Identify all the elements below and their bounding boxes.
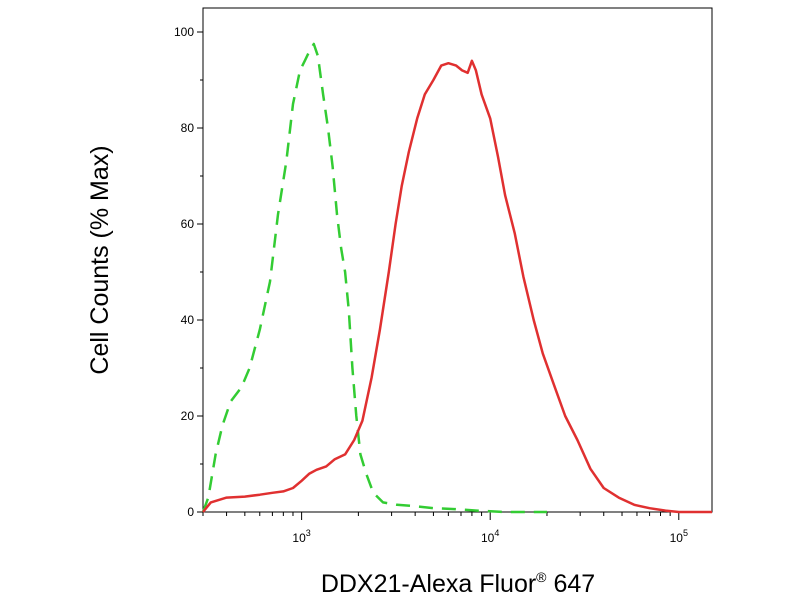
x-axis: 103 104 105 (202, 512, 688, 545)
y-tick-label-0: 0 (187, 505, 194, 519)
x-tick-label-exponent: 3 (306, 528, 311, 538)
x-axis-title-registered: ® (536, 569, 547, 585)
y-tick-label-2: 40 (181, 313, 195, 327)
series-line-1 (202, 59, 712, 514)
series-line-0 (201, 42, 547, 514)
x-tick-label-base: 10 (481, 531, 495, 545)
plot-frame (202, 7, 713, 513)
y-axis-title: Cell Counts (% Max) (86, 145, 114, 374)
x-tick-label-exponent: 5 (683, 528, 688, 538)
x-axis-title-main: DDX21-Alexa Fluor (321, 570, 536, 598)
x-tick-label-0: 103 (292, 528, 310, 545)
x-tick-label-exponent: 4 (494, 528, 499, 538)
y-tick-label-3: 60 (181, 217, 195, 231)
series-layer (201, 42, 712, 514)
x-tick-label-1: 104 (481, 528, 499, 545)
x-axis-title: DDX21-Alexa Fluor® 647 (321, 569, 595, 598)
x-axis-title-suffix: 647 (547, 570, 596, 598)
x-tick-label-base: 10 (670, 531, 684, 545)
y-tick-label-5: 100 (174, 25, 194, 39)
y-tick-label-1: 20 (181, 409, 195, 423)
y-tick-label-4: 80 (181, 121, 195, 135)
x-tick-label-base: 10 (292, 531, 306, 545)
x-tick-label-2: 105 (670, 528, 688, 545)
y-axis: 0 20 40 60 80 100 (174, 25, 203, 519)
